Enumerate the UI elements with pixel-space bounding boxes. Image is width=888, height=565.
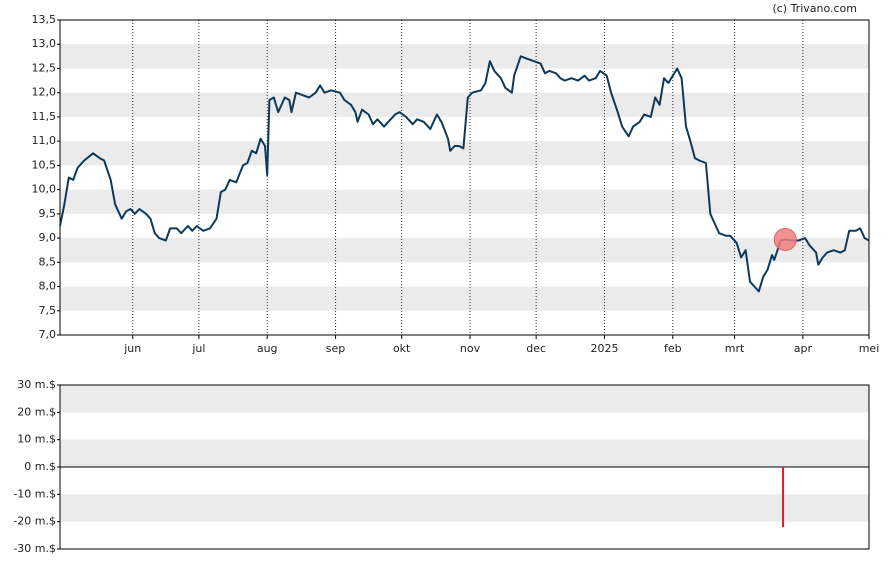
x-tick-label: sep — [326, 342, 345, 355]
y-tick-label: 10 m.$ — [17, 433, 56, 446]
grid-band — [60, 286, 869, 311]
grid-band — [60, 385, 869, 413]
plot-border — [59, 19, 870, 336]
x-tick-label: apr — [794, 342, 813, 355]
y-tick-label: 20 m.$ — [17, 405, 56, 418]
y-tick-label: 8,5 — [39, 255, 57, 268]
y-tick-label: 10,5 — [32, 158, 57, 171]
x-tick-label: feb — [664, 342, 682, 355]
price-line — [59, 55, 870, 293]
credit: (c) Trivano.com — [772, 2, 857, 15]
grid-band — [60, 439, 869, 467]
y-tick-label: 13,5 — [32, 13, 57, 26]
y-tick-label: 7,5 — [39, 304, 57, 317]
grid-band — [60, 189, 869, 214]
y-tick-label: -20 m.$ — [13, 515, 56, 528]
x-tick-label: 2025 — [590, 342, 618, 355]
x-tick-label: mrt — [725, 342, 745, 355]
x-tick-label: aug — [257, 342, 278, 355]
x-tick-label: dec — [526, 342, 546, 355]
y-tick-label: 10,0 — [32, 183, 57, 196]
y-tick-label: 8,0 — [39, 280, 57, 293]
y-tick-label: 9,5 — [39, 207, 57, 220]
y-tick-label: 11,5 — [32, 110, 57, 123]
y-tick-label: 12,0 — [32, 86, 57, 99]
y-tick-label: 13,0 — [32, 37, 57, 50]
event-marker — [773, 228, 797, 252]
x-tick-label: mei — [859, 342, 880, 355]
y-tick-label: 11,0 — [32, 134, 57, 147]
x-tick-label: nov — [460, 342, 481, 355]
x-tick-label: jun — [123, 342, 141, 355]
y-tick-label: 30 m.$ — [17, 378, 56, 391]
y-tick-label: 12,5 — [32, 61, 57, 74]
y-tick-label: -30 m.$ — [13, 542, 56, 555]
grid-band — [60, 44, 869, 69]
y-tick-label: -10 m.$ — [13, 487, 56, 500]
grid-band — [60, 92, 869, 117]
y-tick-label: 7,0 — [39, 328, 57, 341]
y-tick-label: 0 m.$ — [24, 460, 56, 473]
x-tick-label: jul — [191, 342, 205, 355]
y-tick-label: 9,0 — [39, 231, 57, 244]
grid-band — [60, 494, 869, 522]
x-tick-label: okt — [393, 342, 411, 355]
